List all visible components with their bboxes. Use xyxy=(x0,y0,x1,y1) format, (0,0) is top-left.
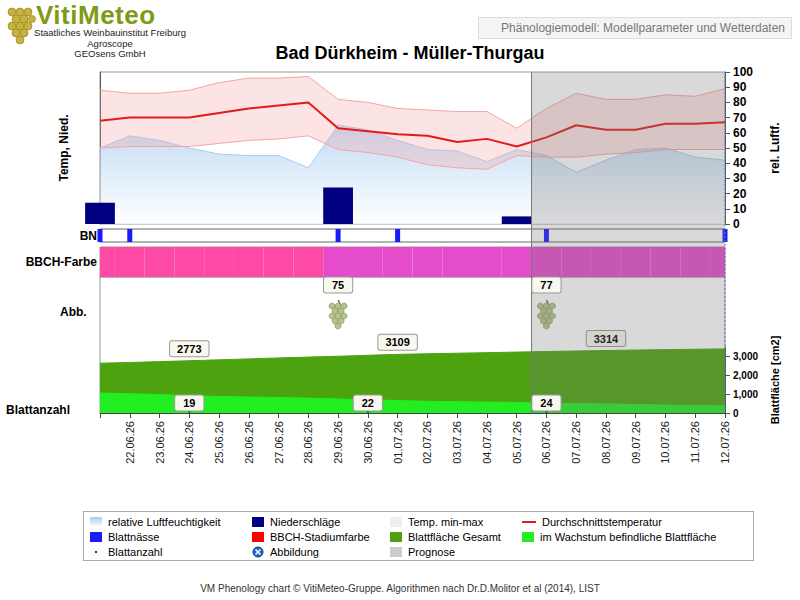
html-text:Blattanzahl: Blattanzahl xyxy=(108,545,163,558)
svg-text:60: 60 xyxy=(733,126,747,140)
svg-text:12.07.26: 12.07.26 xyxy=(719,421,731,464)
svg-text:06.07.26: 06.07.26 xyxy=(540,421,552,464)
svg-text:rel. Luftf.: rel. Luftf. xyxy=(768,122,782,173)
svg-text:2,000: 2,000 xyxy=(733,370,758,381)
html-text:relative Luftfeuchtigkeit: relative Luftfeuchtigkeit xyxy=(108,515,221,528)
html-text:Blattanzahl: Blattanzahl xyxy=(6,403,70,417)
html-text:GEOsens GmbH: GEOsens GmbH xyxy=(74,48,146,59)
svg-text:26.06.26: 26.06.26 xyxy=(243,421,255,464)
html-text:Bad Dürkheim - Müller-Thurgau: Bad Dürkheim - Müller-Thurgau xyxy=(275,43,545,63)
svg-text:28.06.26: 28.06.26 xyxy=(302,421,314,464)
svg-text:11.07.26: 11.07.26 xyxy=(689,421,701,463)
html-text:Durchschnittstemperatur: Durchschnittstemperatur xyxy=(542,515,662,528)
svg-text:3109: 3109 xyxy=(385,336,409,348)
svg-text:25.06.26: 25.06.26 xyxy=(213,421,225,464)
html-text:Blattnässe: Blattnässe xyxy=(108,530,160,543)
svg-text:09.07.26: 09.07.26 xyxy=(630,421,642,464)
html-text:Niederschläge: Niederschläge xyxy=(270,515,341,528)
svg-text:10: 10 xyxy=(733,202,747,216)
svg-text:01.07.26: 01.07.26 xyxy=(392,421,404,464)
svg-text:20: 20 xyxy=(733,187,747,201)
svg-text:08.07.26: 08.07.26 xyxy=(600,421,612,464)
svg-text:05.07.26: 05.07.26 xyxy=(511,421,523,464)
svg-text:22: 22 xyxy=(362,397,374,409)
svg-text:23.06.26: 23.06.26 xyxy=(154,421,166,464)
svg-text:77: 77 xyxy=(540,279,552,291)
svg-text:19: 19 xyxy=(183,397,195,409)
svg-text:07.07.26: 07.07.26 xyxy=(570,421,582,464)
html-text:Abbildung: Abbildung xyxy=(270,545,319,558)
svg-text:27.06.26: 27.06.26 xyxy=(273,421,285,464)
html-text:Staatliches Weinbauinstitut Fr: Staatliches Weinbauinstitut Freiburg xyxy=(34,27,186,38)
svg-text:3,000: 3,000 xyxy=(733,351,758,362)
svg-text:70: 70 xyxy=(733,111,747,125)
html-text:Phänologiemodell: Modellparame: Phänologiemodell: Modellparameter und We… xyxy=(501,21,785,35)
svg-text:75: 75 xyxy=(332,279,344,291)
html-text:Agroscope: Agroscope xyxy=(87,37,133,49)
html-text:im Wachstum befindliche Blattf: im Wachstum befindliche Blattfläche xyxy=(540,530,717,543)
html-text:Abb.: Abb. xyxy=(60,305,87,319)
svg-text:03.07.26: 03.07.26 xyxy=(451,421,463,464)
svg-text:24: 24 xyxy=(540,397,553,409)
html-text:BN: BN xyxy=(79,229,97,243)
svg-text:80: 80 xyxy=(733,95,747,109)
svg-text:90: 90 xyxy=(733,80,747,94)
svg-text:1,000: 1,000 xyxy=(733,389,758,400)
svg-text:29.06.26: 29.06.26 xyxy=(332,421,344,464)
svg-text:22.06.26: 22.06.26 xyxy=(124,421,136,464)
svg-text:100: 100 xyxy=(733,65,753,79)
svg-text:Blattfläche [cm2]: Blattfläche [cm2] xyxy=(769,335,781,424)
html-text:Prognose: Prognose xyxy=(408,545,456,558)
html-text:BBCH-Stadiumfarbe: BBCH-Stadiumfarbe xyxy=(270,530,370,543)
html-text:Blattfläche Gesamt: Blattfläche Gesamt xyxy=(408,530,501,543)
svg-text:0: 0 xyxy=(733,408,739,419)
svg-text:10.07.26: 10.07.26 xyxy=(659,421,671,464)
svg-text:02.07.26: 02.07.26 xyxy=(421,421,433,464)
html-text:Temp. min-max: Temp. min-max xyxy=(408,515,484,528)
svg-text:0: 0 xyxy=(733,217,740,231)
svg-text:04.07.26: 04.07.26 xyxy=(481,421,493,464)
svg-text:30: 30 xyxy=(733,171,747,185)
html-text:VM Phenology chart © VitiMeteo: VM Phenology chart © VitiMeteo-Gruppe. A… xyxy=(200,583,600,594)
svg-text:2773: 2773 xyxy=(177,343,201,355)
svg-text:Temp, Nied.: Temp, Nied. xyxy=(57,114,71,181)
svg-text:40: 40 xyxy=(733,156,747,170)
svg-text:50: 50 xyxy=(733,141,747,155)
html-text:VitiMeteo: VitiMeteo xyxy=(36,0,156,30)
svg-text:30.06.26: 30.06.26 xyxy=(362,421,374,464)
svg-text:24.06.26: 24.06.26 xyxy=(183,421,195,464)
html-text:BBCH-Farbe: BBCH-Farbe xyxy=(25,255,97,269)
